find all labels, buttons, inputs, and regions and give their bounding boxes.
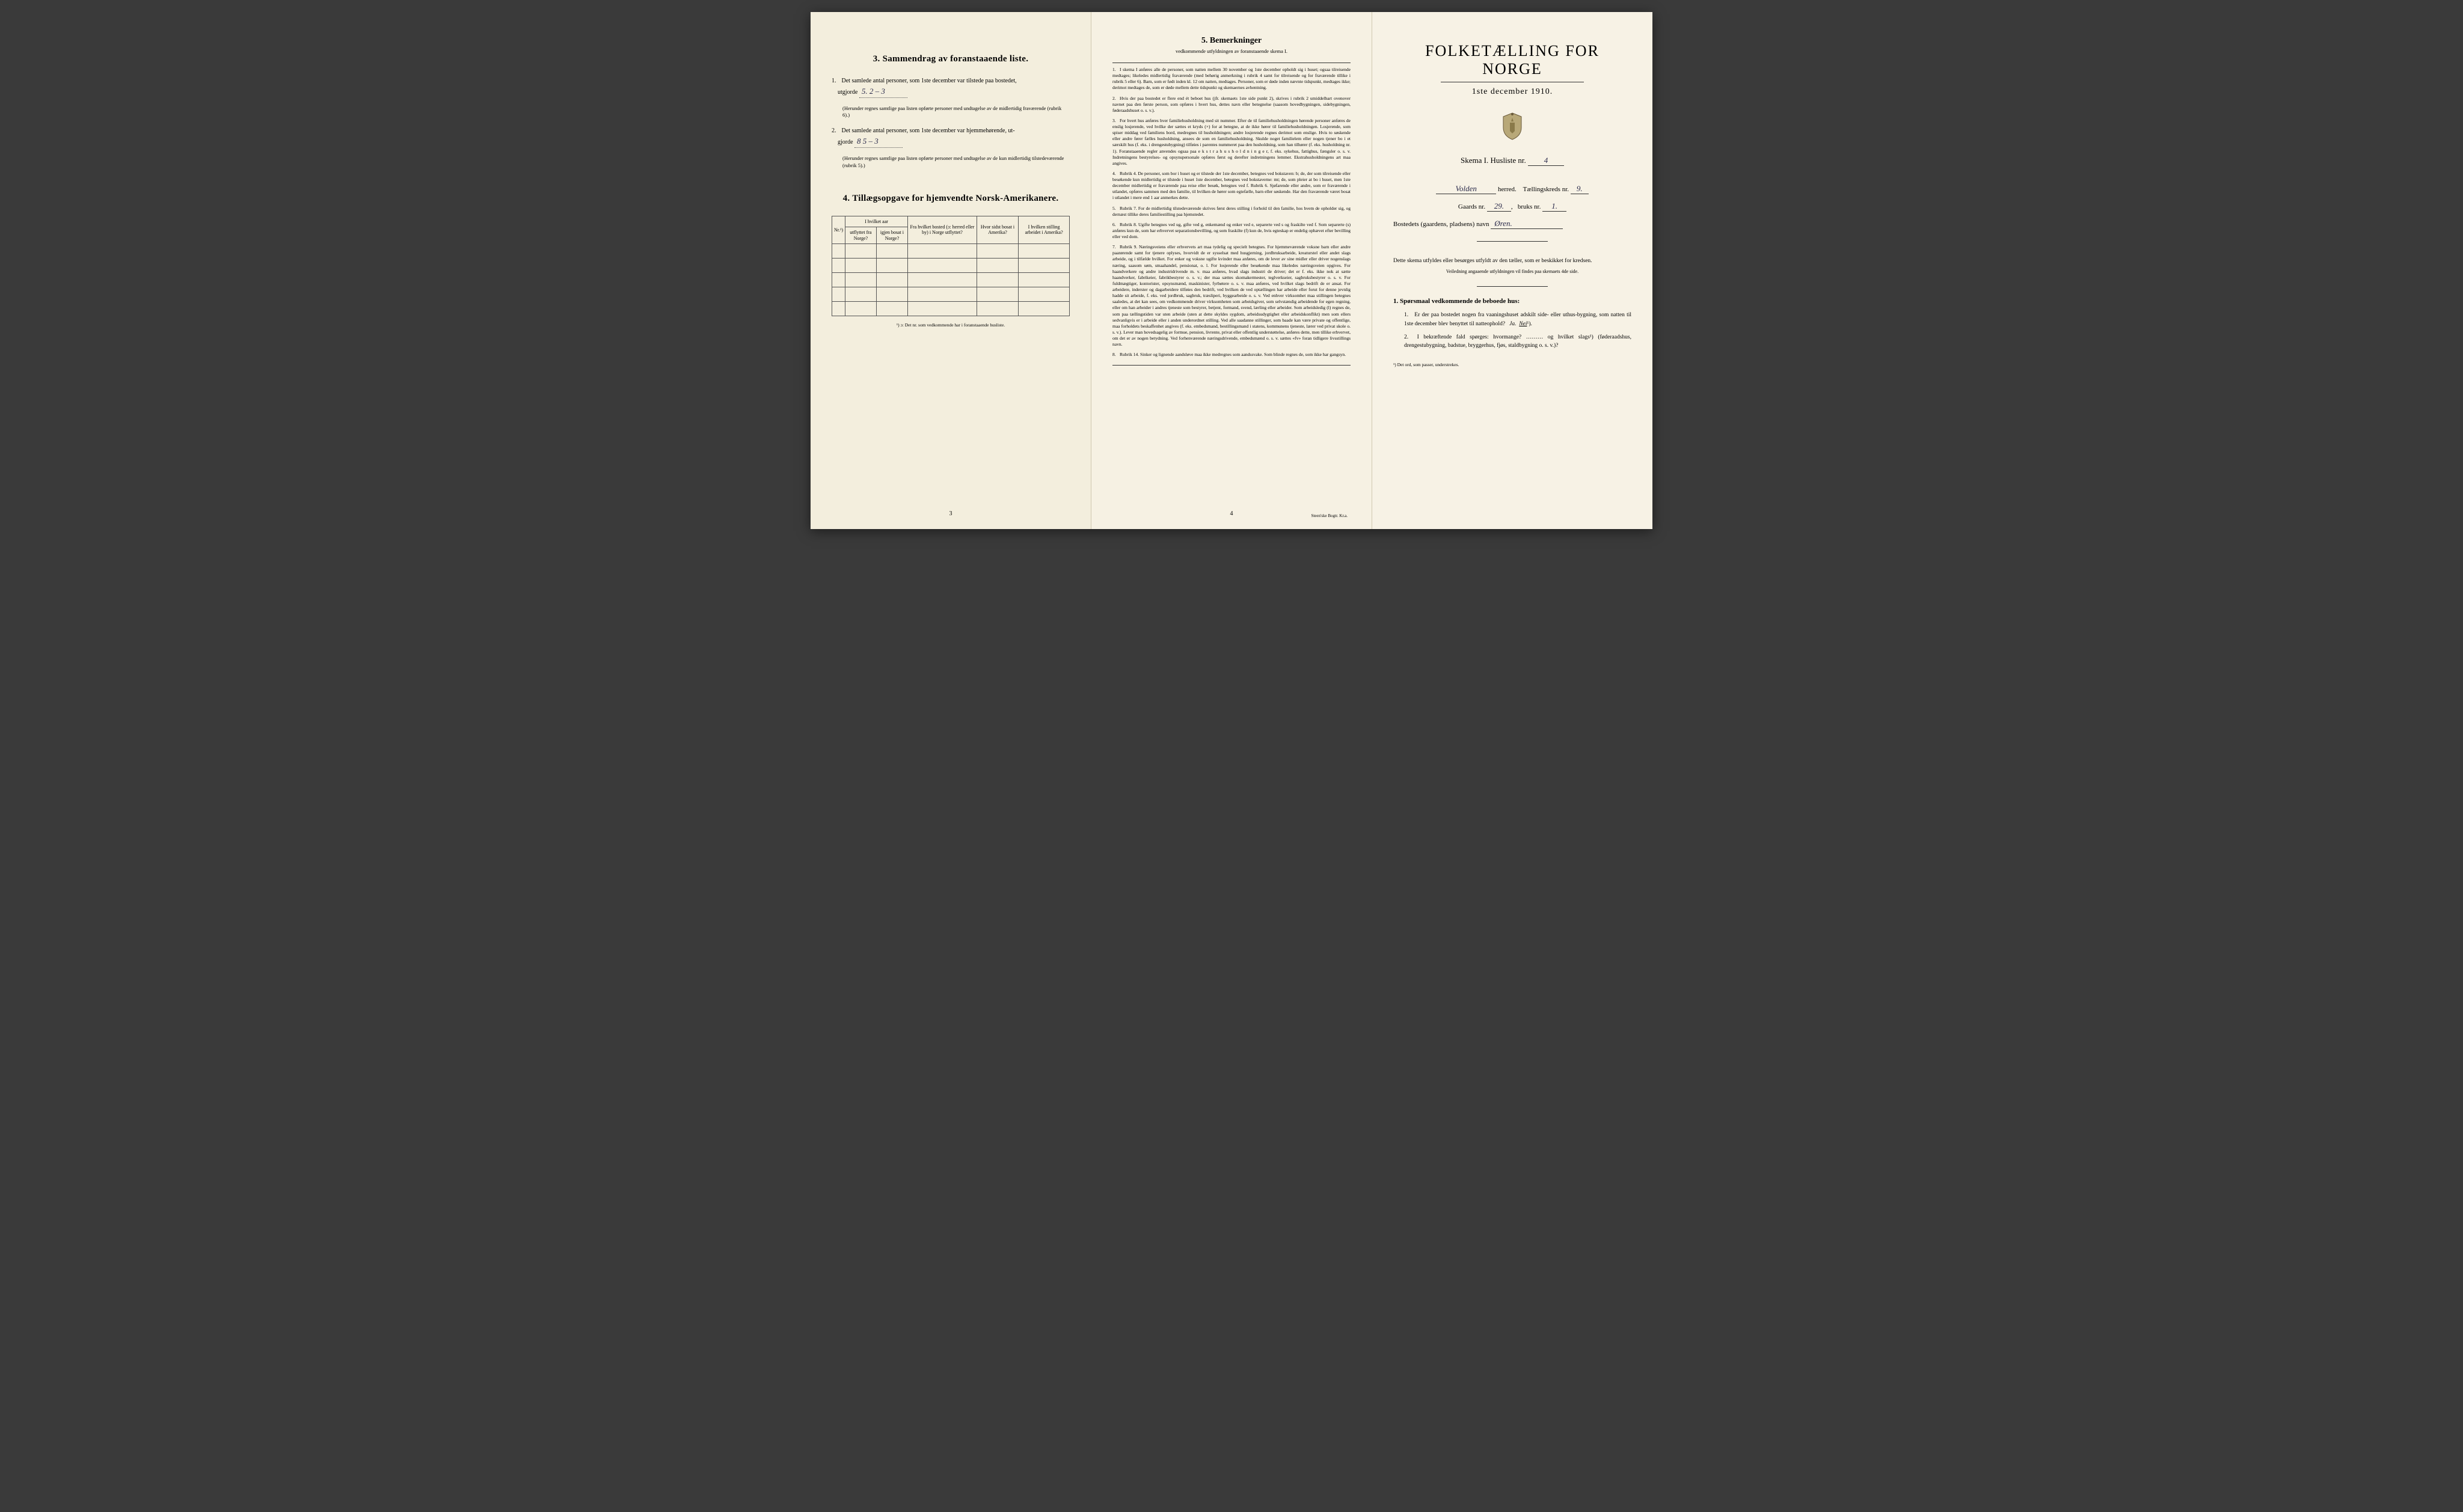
th-nr: Nr.¹) (832, 216, 845, 244)
americans-tbody (832, 244, 1070, 316)
right-footnote: ¹) Det ord, som passer, understrekes. (1393, 362, 1631, 367)
gaard-value: 29. (1487, 201, 1511, 212)
divider (1112, 365, 1351, 366)
left-footnote: ¹) ɔ: Det nr. som vedkommende har i fora… (832, 322, 1070, 328)
table-row (832, 244, 1070, 259)
bruk-value: 1. (1542, 201, 1566, 212)
instruction-sub: Veiledning angaaende utfyldningen vil fi… (1393, 269, 1631, 274)
bruk-label: bruks nr. (1518, 203, 1541, 210)
gaard-line: Gaards nr. 29., bruks nr. 1. (1393, 201, 1631, 212)
q-number: 2. (1404, 333, 1412, 341)
item1-value: 5. 2 – 3 (859, 85, 907, 98)
q1-sup: ¹). (1527, 321, 1532, 327)
americans-table-wrap: Nr.¹) I hvilket aar Fra hvilket bosted (… (832, 216, 1070, 317)
rule-3: 3.For hvert hus anføres hver familiehush… (1112, 118, 1351, 167)
item-number: 2. (832, 126, 840, 135)
question-1: 1. Er der paa bostedet nogen fra vaaning… (1404, 311, 1631, 328)
th-occupation: I hvilken stilling arbeidet i Amerika? (1019, 216, 1070, 244)
skema-line: Skema I. Husliste nr. 4 (1393, 156, 1631, 166)
item1-text: Det samlede antal personer, som 1ste dec… (842, 78, 1017, 84)
herred-value: Volden (1436, 184, 1496, 194)
rule-5: 5.Rubrik 7. For de midlertidig tilstedev… (1112, 206, 1351, 218)
panel-middle: 5. Bemerkninger vedkommende utfyldningen… (1091, 12, 1372, 529)
section5-subtitle: vedkommende utfyldningen av foranstaaend… (1112, 48, 1351, 54)
americans-table: Nr.¹) I hvilket aar Fra hvilket bosted (… (832, 216, 1070, 317)
instruction-text: Dette skema utfyldes eller besørges utfy… (1393, 257, 1631, 265)
rule-1: 1.I skema I anføres alle de personer, so… (1112, 67, 1351, 91)
q2-text: I bekræftende fald spørges: hvormange? …… (1404, 334, 1631, 349)
th-from-where: Fra hvilket bosted (ɔ: herred eller by) … (908, 216, 977, 244)
table-row (832, 302, 1070, 316)
panel-left: 3. Sammendrag av foranstaaende liste. 1.… (811, 12, 1091, 529)
gaard-label: Gaards nr. (1458, 203, 1485, 210)
page-number-4: 4 (1230, 510, 1233, 517)
divider (1477, 286, 1548, 287)
table-row (832, 259, 1070, 273)
kreds-label: Tællingskreds nr. (1523, 186, 1569, 193)
census-form-trifold: 3. Sammendrag av foranstaaende liste. 1.… (811, 12, 1652, 529)
section3-header: 3. Sammendrag av foranstaaende liste. (832, 54, 1070, 64)
item2-text: Det samlede antal personer, som 1ste dec… (842, 127, 1015, 134)
summary-item-1: 1. Det samlede antal personer, som 1ste … (832, 76, 1070, 98)
item2-label: gjorde (838, 139, 853, 145)
item2-paren: (Herunder regnes samtlige paa listen opf… (842, 155, 1070, 170)
item-number: 1. (832, 76, 840, 85)
th-back: igjen bosat i Norge? (876, 227, 907, 244)
coat-of-arms-icon (1500, 112, 1524, 141)
table-row (832, 273, 1070, 287)
bosted-line: Bostedets (gaardens, pladsens) navn Øren… (1393, 219, 1631, 229)
skema-label: Skema I. Husliste nr. (1461, 156, 1526, 165)
q1-no: Nei (1519, 321, 1527, 327)
page-number-3: 3 (949, 510, 952, 517)
q1-yes: Ja. (1509, 321, 1516, 327)
question-2: 2. I bekræftende fald spørges: hvormange… (1404, 333, 1631, 350)
main-title: FOLKETÆLLING FOR NORGE (1393, 42, 1631, 78)
main-date: 1ste december 1910. (1393, 87, 1631, 97)
panel-right: FOLKETÆLLING FOR NORGE 1ste december 191… (1372, 12, 1652, 529)
printer-mark: Steen'ske Bogtr. Kr.a. (1311, 513, 1348, 518)
item2-value: 8 5 – 3 (854, 135, 903, 148)
herred-line: Volden herred. Tællingskreds nr. 9. (1393, 184, 1631, 194)
rule-4: 4.Rubrik 4. De personer, som bor i huset… (1112, 171, 1351, 201)
rules-list: 1.I skema I anføres alle de personer, so… (1112, 67, 1351, 358)
q-number: 1. (1404, 311, 1412, 319)
rule-6: 6.Rubrik 8. Ugifte betegnes ved ug, gift… (1112, 222, 1351, 240)
th-where-last: Hvor sidst bosat i Amerika? (977, 216, 1018, 244)
th-out: utflyttet fra Norge? (845, 227, 877, 244)
item1-paren: (Herunder regnes samtlige paa listen opf… (842, 105, 1070, 120)
table-row (832, 287, 1070, 302)
section5-title: 5. Bemerkninger (1112, 36, 1351, 46)
herred-label: herred. (1498, 186, 1517, 193)
rule-8: 8.Rubrik 14. Sinker og lignende aandsløv… (1112, 352, 1351, 358)
summary-item-2: 2. Det samlede antal personer, som 1ste … (832, 126, 1070, 148)
rule-2: 2.Hvis der paa bostedet er flere end ét … (1112, 96, 1351, 114)
section4-header: 4. Tillægsopgave for hjemvendte Norsk-Am… (832, 194, 1070, 204)
bosted-label: Bostedets (gaardens, pladsens) navn (1393, 221, 1489, 228)
questions-header: 1. Spørsmaal vedkommende de beboede hus: (1393, 298, 1631, 305)
q1-text: Er der paa bostedet nogen fra vaaningshu… (1404, 312, 1631, 326)
bosted-value: Øren. (1491, 219, 1563, 229)
kreds-value: 9. (1571, 184, 1589, 194)
rule-7: 7.Rubrik 9. Næringsveiens eller erhverve… (1112, 244, 1351, 347)
th-year-group: I hvilket aar (845, 216, 908, 227)
divider (1477, 241, 1548, 242)
item1-label: utgjorde (838, 89, 857, 96)
husliste-nr: 4 (1528, 156, 1564, 166)
